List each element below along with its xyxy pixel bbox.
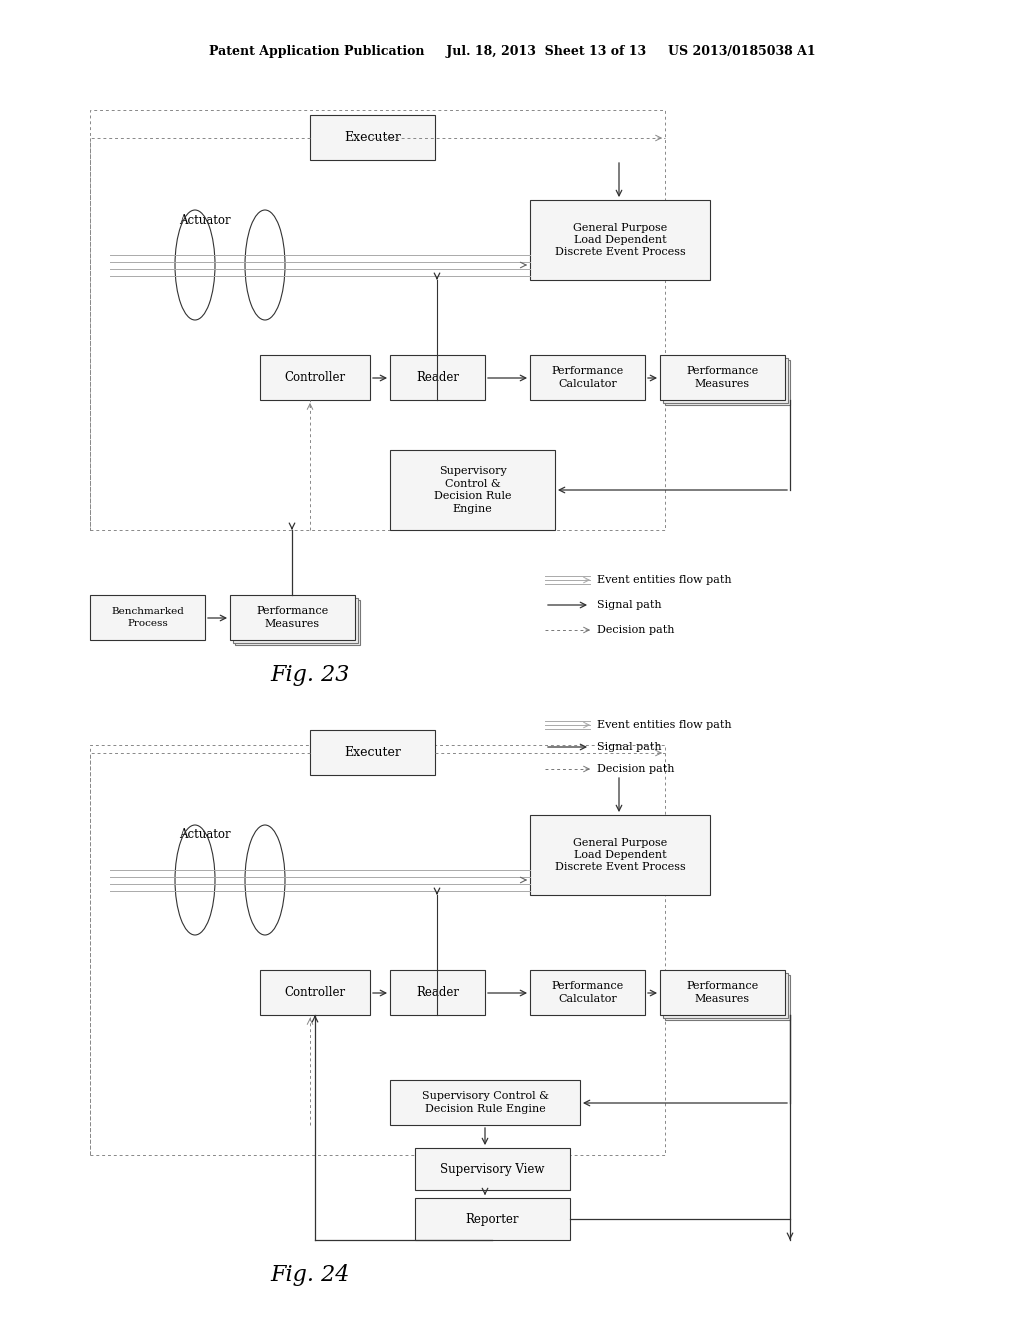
- Bar: [260, 970, 370, 1015]
- Text: Event entities flow path: Event entities flow path: [597, 719, 731, 730]
- Text: Reader: Reader: [416, 986, 459, 999]
- Text: General Purpose
Load Dependent
Discrete Event Process: General Purpose Load Dependent Discrete …: [555, 838, 685, 873]
- Bar: [665, 975, 790, 1020]
- Text: Decision path: Decision path: [597, 624, 675, 635]
- Bar: [530, 970, 645, 1015]
- Bar: [660, 970, 785, 1015]
- Text: Executer: Executer: [344, 746, 401, 759]
- Bar: [90, 595, 205, 640]
- Bar: [390, 450, 555, 531]
- Text: Supervisory
Control &
Decision Rule
Engine: Supervisory Control & Decision Rule Engi…: [434, 466, 511, 513]
- Bar: [390, 1080, 580, 1125]
- Bar: [310, 115, 435, 160]
- Bar: [660, 355, 785, 400]
- Text: Actuator: Actuator: [179, 214, 230, 227]
- Bar: [415, 1199, 570, 1239]
- Text: Performance
Calculator: Performance Calculator: [551, 981, 624, 1003]
- Text: Benchmarked
Process: Benchmarked Process: [111, 607, 184, 627]
- Text: Supervisory Control &
Decision Rule Engine: Supervisory Control & Decision Rule Engi…: [422, 1092, 549, 1114]
- Text: Performance
Calculator: Performance Calculator: [551, 366, 624, 388]
- Text: Reader: Reader: [416, 371, 459, 384]
- Bar: [530, 201, 710, 280]
- Bar: [530, 355, 645, 400]
- Text: Signal path: Signal path: [597, 742, 662, 752]
- Text: Actuator: Actuator: [179, 829, 230, 842]
- Bar: [234, 601, 360, 645]
- Text: Patent Application Publication     Jul. 18, 2013  Sheet 13 of 13     US 2013/018: Patent Application Publication Jul. 18, …: [209, 45, 815, 58]
- Text: Reporter: Reporter: [466, 1213, 519, 1225]
- Text: Event entities flow path: Event entities flow path: [597, 576, 731, 585]
- Text: Performance
Measures: Performance Measures: [686, 981, 759, 1003]
- Text: Supervisory View: Supervisory View: [440, 1163, 545, 1176]
- Bar: [665, 360, 790, 405]
- Text: Controller: Controller: [285, 986, 345, 999]
- Bar: [310, 730, 435, 775]
- Bar: [663, 358, 788, 403]
- Text: Executer: Executer: [344, 131, 401, 144]
- Text: Signal path: Signal path: [597, 601, 662, 610]
- Bar: [390, 355, 485, 400]
- Bar: [530, 814, 710, 895]
- Bar: [390, 970, 485, 1015]
- Bar: [663, 973, 788, 1018]
- Text: Performance
Measures: Performance Measures: [256, 606, 329, 628]
- Bar: [90, 110, 665, 531]
- Text: Decision path: Decision path: [597, 764, 675, 774]
- Bar: [230, 595, 355, 640]
- Text: Controller: Controller: [285, 371, 345, 384]
- Bar: [415, 1148, 570, 1191]
- Bar: [260, 355, 370, 400]
- Text: Performance
Measures: Performance Measures: [686, 366, 759, 388]
- Bar: [90, 744, 665, 1155]
- Text: Fig. 23: Fig. 23: [270, 664, 349, 686]
- Text: Fig. 24: Fig. 24: [270, 1265, 349, 1286]
- Text: General Purpose
Load Dependent
Discrete Event Process: General Purpose Load Dependent Discrete …: [555, 223, 685, 257]
- Bar: [233, 598, 358, 643]
